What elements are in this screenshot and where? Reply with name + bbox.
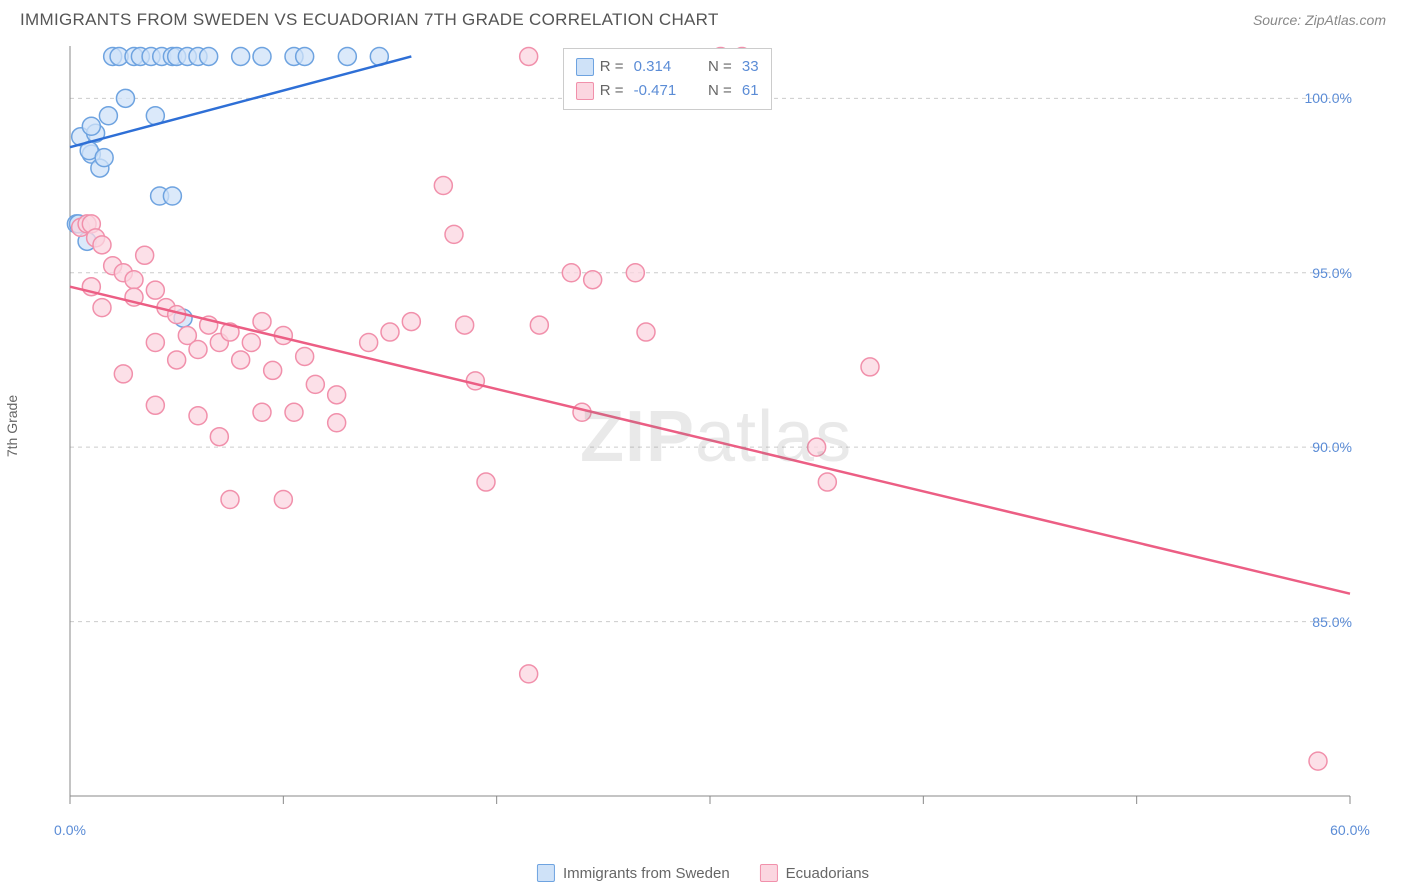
data-point [402,313,420,331]
legend-swatch [537,864,555,882]
correlation-legend: R = 0.314 N = 33R = -0.471 N = 61 [563,48,772,110]
legend-swatch [760,864,778,882]
legend-r-label: R = [600,79,628,103]
data-point [264,361,282,379]
legend-n-label: N = [700,55,736,79]
data-point [328,414,346,432]
data-point [125,271,143,289]
data-point [338,47,356,65]
data-point [520,665,538,683]
data-point [253,403,271,421]
data-point [328,386,346,404]
data-point [434,177,452,195]
data-point [818,473,836,491]
data-point [232,47,250,65]
data-point [221,490,239,508]
data-point [477,473,495,491]
legend-swatch [576,58,594,76]
data-point [232,351,250,369]
data-point [146,396,164,414]
data-point [210,428,228,446]
trend-line [70,287,1350,594]
chart-title: IMMIGRANTS FROM SWEDEN VS ECUADORIAN 7TH… [20,10,719,30]
data-point [520,47,538,65]
source-label: Source: ZipAtlas.com [1253,12,1386,28]
data-point [306,375,324,393]
series-legend-label: Immigrants from Sweden [563,865,730,882]
data-point [466,372,484,390]
data-point [163,187,181,205]
y-tick-label: 85.0% [1312,614,1352,630]
data-point [253,47,271,65]
scatter-chart [20,36,1360,816]
legend-r-label: R = [600,55,628,79]
data-point [136,246,154,264]
data-point [584,271,602,289]
data-point [530,316,548,334]
legend-r-value: 0.314 [634,55,694,79]
data-point [562,264,580,282]
data-point [189,407,207,425]
data-point [626,264,644,282]
data-point [93,236,111,254]
series-legend-item: Immigrants from Sweden [537,864,730,882]
data-point [861,358,879,376]
series-legend-item: Ecuadorians [760,864,869,882]
data-point [116,89,134,107]
data-point [189,340,207,358]
data-point [168,351,186,369]
legend-n-value: 61 [742,79,759,103]
data-point [637,323,655,341]
data-point [381,323,399,341]
data-point [1309,752,1327,770]
legend-n-label: N = [700,79,736,103]
legend-row: R = -0.471 N = 61 [576,79,759,103]
data-point [93,299,111,317]
data-point [360,334,378,352]
y-axis-label: 7th Grade [4,395,20,457]
data-point [285,403,303,421]
chart-container: 7th Grade 85.0%90.0%95.0%100.0% 0.0%60.0… [20,36,1360,816]
legend-swatch [576,82,594,100]
legend-n-value: 33 [742,55,759,79]
data-point [253,313,271,331]
data-point [296,347,314,365]
x-tick-label: 60.0% [1330,822,1370,838]
series-legend: Immigrants from Sweden Ecuadorians [537,864,869,882]
header: IMMIGRANTS FROM SWEDEN VS ECUADORIAN 7TH… [0,0,1406,36]
data-point [146,334,164,352]
data-point [95,149,113,167]
data-point [146,281,164,299]
y-tick-label: 100.0% [1305,90,1352,106]
legend-row: R = 0.314 N = 33 [576,55,759,79]
legend-r-value: -0.471 [634,79,694,103]
x-tick-label: 0.0% [54,822,86,838]
data-point [456,316,474,334]
data-point [242,334,260,352]
data-point [445,225,463,243]
data-point [99,107,117,125]
data-point [274,490,292,508]
data-point [114,365,132,383]
y-tick-label: 95.0% [1312,265,1352,281]
y-tick-label: 90.0% [1312,439,1352,455]
data-point [296,47,314,65]
data-point [808,438,826,456]
data-point [82,117,100,135]
data-point [200,47,218,65]
series-legend-label: Ecuadorians [786,865,869,882]
